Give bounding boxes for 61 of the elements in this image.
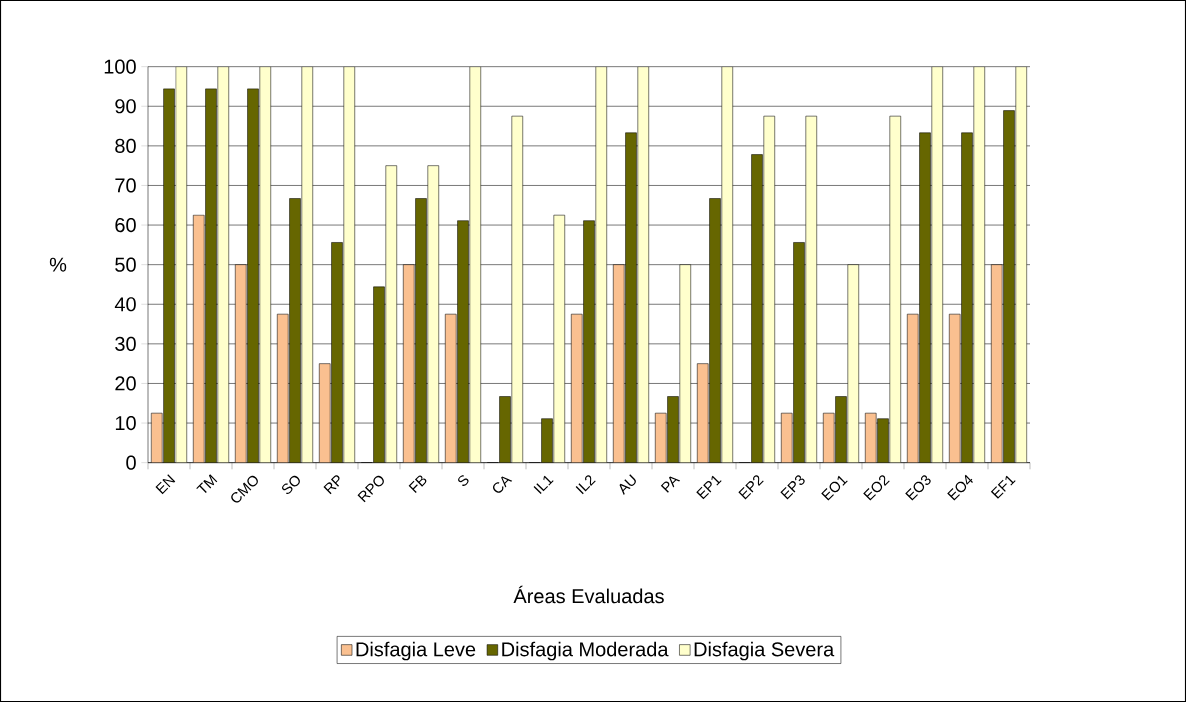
bar — [907, 313, 919, 463]
bar — [193, 214, 205, 463]
legend-label: Disfagia Moderada — [502, 641, 669, 661]
y-tick-label: 30 — [115, 336, 136, 351]
x-tick-label: IL2 — [575, 475, 596, 495]
bar — [415, 198, 427, 463]
y-tick-label: 50 — [115, 257, 136, 272]
x-tick-label: EF1 — [990, 475, 1016, 499]
bar — [709, 198, 721, 463]
x-tick-label: AU — [619, 474, 636, 495]
bar — [583, 220, 595, 463]
x-tick-label: RP — [323, 475, 340, 495]
bar — [403, 264, 415, 463]
bar — [919, 132, 931, 463]
y-axis-title: % — [49, 257, 67, 272]
bar — [331, 242, 343, 463]
bar — [949, 313, 961, 463]
x-tick-label: PA — [660, 476, 681, 493]
x-tick-label: IL1 — [533, 475, 554, 495]
bar — [613, 264, 625, 463]
y-tick-label: 80 — [115, 138, 136, 153]
bar — [751, 154, 763, 463]
bar — [793, 242, 805, 463]
x-tick-label: EN — [155, 474, 176, 495]
x-tick-label: EP1 — [696, 475, 722, 500]
bar — [625, 132, 637, 463]
y-tick-label: 100 — [104, 59, 136, 74]
x-tick-label: SO — [282, 475, 300, 495]
bar — [205, 88, 217, 463]
y-tick-label: 40 — [114, 297, 136, 312]
y-tick-label: 0 — [126, 455, 136, 470]
bar — [235, 264, 247, 463]
bar — [571, 313, 583, 463]
bar — [1003, 110, 1015, 463]
bar — [697, 363, 709, 463]
y-tick-label: 70 — [115, 178, 136, 193]
bar — [541, 418, 553, 463]
bar — [163, 88, 175, 463]
bar — [499, 396, 511, 463]
x-tick-label: FB — [408, 475, 427, 493]
y-tick-label: 10 — [115, 415, 136, 431]
x-tick-label: S — [458, 475, 469, 486]
bar — [319, 363, 331, 463]
bar — [373, 286, 385, 463]
bar — [457, 220, 469, 463]
legend-label: Disfagia Leve — [356, 641, 476, 661]
bar — [667, 396, 679, 463]
y-tick-label: 20 — [115, 376, 136, 391]
bar — [277, 313, 289, 463]
y-tick-label: 60 — [115, 217, 136, 233]
bar — [289, 198, 301, 463]
legend-label: Disfagia Severa — [694, 641, 835, 661]
x-axis-title: Áreas Evaluadas — [513, 585, 664, 604]
bar — [961, 132, 973, 463]
x-tick-label: CA — [493, 476, 513, 493]
y-tick-label: 90 — [115, 99, 136, 114]
bar — [247, 88, 259, 463]
bar — [991, 264, 1003, 463]
x-tick-label: TM — [196, 474, 218, 493]
bar — [835, 396, 847, 463]
bar — [445, 313, 457, 463]
